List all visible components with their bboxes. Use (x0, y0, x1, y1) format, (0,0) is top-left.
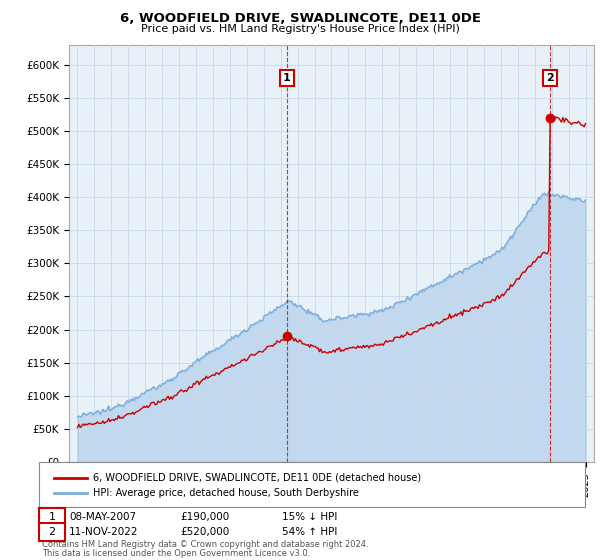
Text: 08-MAY-2007: 08-MAY-2007 (69, 512, 136, 522)
Text: £190,000: £190,000 (180, 512, 229, 522)
Text: Contains HM Land Registry data © Crown copyright and database right 2024.: Contains HM Land Registry data © Crown c… (42, 540, 368, 549)
Text: This data is licensed under the Open Government Licence v3.0.: This data is licensed under the Open Gov… (42, 549, 310, 558)
Text: 6, WOODFIELD DRIVE, SWADLINCOTE, DE11 0DE (detached house): 6, WOODFIELD DRIVE, SWADLINCOTE, DE11 0D… (93, 473, 421, 483)
Text: 1: 1 (49, 512, 55, 522)
Text: £520,000: £520,000 (180, 527, 229, 537)
Text: 54% ↑ HPI: 54% ↑ HPI (282, 527, 337, 537)
Text: HPI: Average price, detached house, South Derbyshire: HPI: Average price, detached house, Sout… (93, 488, 359, 498)
Text: 2: 2 (546, 73, 554, 83)
Text: 11-NOV-2022: 11-NOV-2022 (69, 527, 139, 537)
Text: 6, WOODFIELD DRIVE, SWADLINCOTE, DE11 0DE: 6, WOODFIELD DRIVE, SWADLINCOTE, DE11 0D… (119, 12, 481, 25)
Text: 15% ↓ HPI: 15% ↓ HPI (282, 512, 337, 522)
Text: 2: 2 (49, 527, 55, 537)
Text: 1: 1 (283, 73, 291, 83)
Text: Price paid vs. HM Land Registry's House Price Index (HPI): Price paid vs. HM Land Registry's House … (140, 24, 460, 34)
